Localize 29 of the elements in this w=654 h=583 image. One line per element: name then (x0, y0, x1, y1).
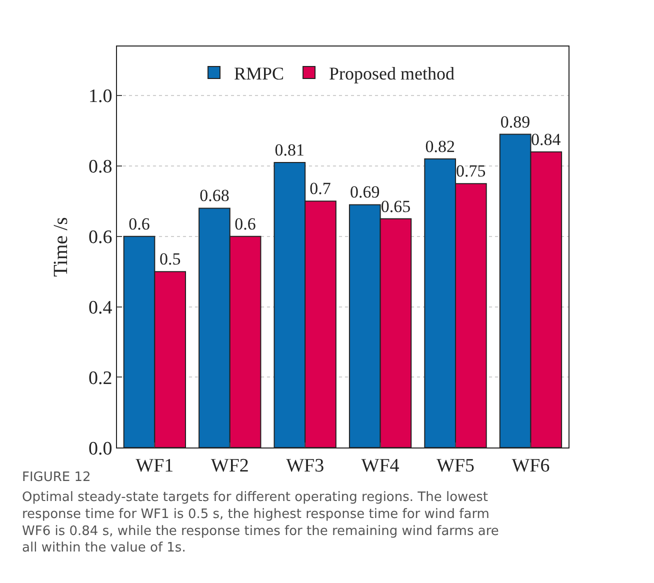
text: Optimal steady-state targets for different operating regions. The lowest response time for WF1 is 0.5 s, the highest response time for wind farm WF6 is 0.84 s, while the response times for the remaining wind farms are all within the value of 1s. (22, 490, 499, 556)
data-label: 0.81 (274, 140, 305, 160)
legend-label: RMPC (234, 63, 284, 84)
y-tick-label: 0.2 (88, 368, 112, 389)
legend-label: Proposed method (329, 63, 455, 84)
data-label: 0.7 (310, 179, 332, 198)
x-tick-label: WF6 (512, 455, 550, 476)
x-tick-label: WF2 (210, 455, 249, 476)
data-label: 0.84 (531, 130, 562, 149)
data-label: 0.65 (380, 196, 411, 216)
data-label: 0.68 (200, 186, 230, 206)
data-label: 0.82 (425, 136, 455, 156)
y-tick-label: 0.4 (88, 297, 113, 318)
y-tick-label: 1.0 (88, 86, 112, 108)
data-label: 0.89 (500, 112, 530, 132)
data-label: 0.6 (128, 214, 150, 234)
y-tick-label: 0.8 (88, 156, 112, 178)
x-tick-label: WF1 (136, 455, 174, 476)
caption: FIGURE 12 (22, 470, 91, 485)
data-label: 0.75 (456, 162, 486, 181)
x-tick-label: WF5 (436, 455, 475, 476)
data-label: 0.69 (350, 182, 380, 202)
x-tick-label: WF3 (286, 455, 324, 476)
y-axis-title: Time /s (50, 216, 72, 277)
data-label: 0.6 (234, 214, 256, 234)
y-tick-label: 0.6 (88, 227, 112, 248)
y-tick-label: 0.0 (88, 438, 112, 460)
x-tick-label: WF4 (361, 455, 400, 476)
data-label: 0.5 (159, 250, 181, 269)
